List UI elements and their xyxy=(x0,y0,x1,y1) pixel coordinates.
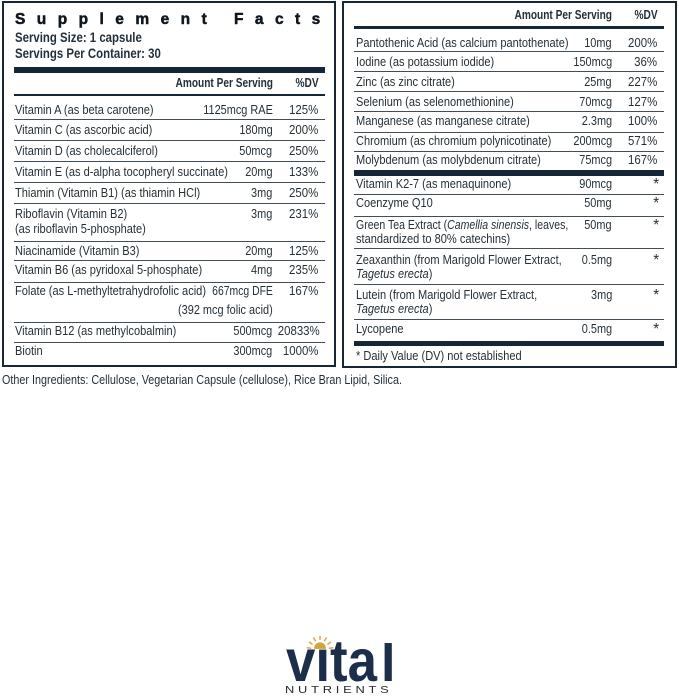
svg-text:NUTRIENTS: NUTRIENTS xyxy=(285,685,393,696)
svg-text:vıta: vıta xyxy=(286,630,378,694)
